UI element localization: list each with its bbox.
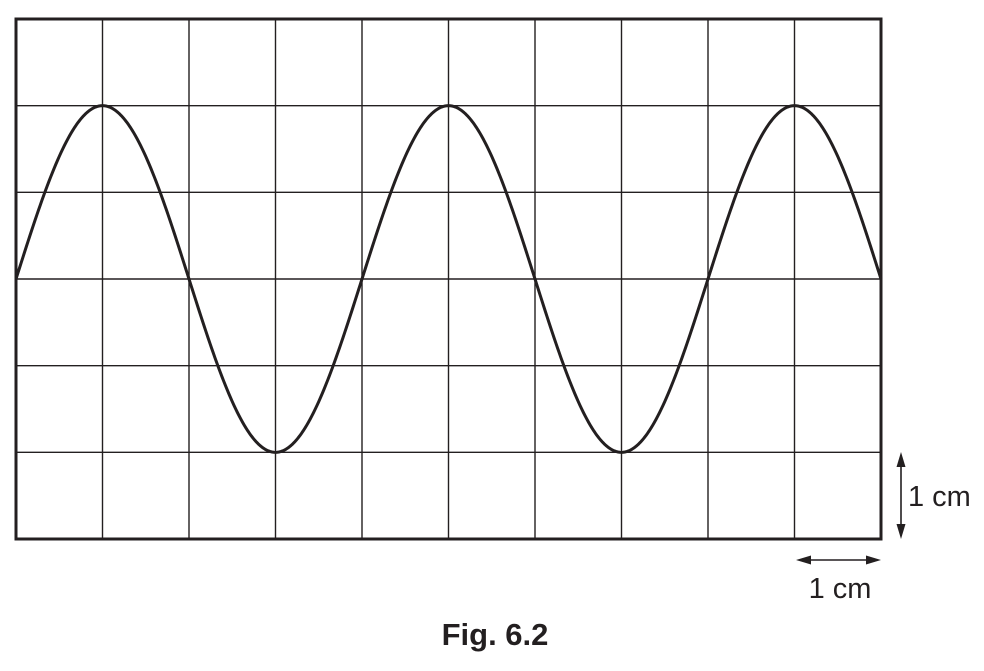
horizontal-scale-indicator: 1 cm <box>796 555 881 605</box>
grid-lines <box>16 19 881 539</box>
vertical-scale-arrow-down <box>896 524 906 539</box>
waveform-trace <box>14 104 883 454</box>
vertical-scale-label: 1 cm <box>908 481 971 513</box>
vertical-scale-arrow-up <box>896 452 906 467</box>
horizontal-scale-label: 1 cm <box>809 573 872 605</box>
horizontal-scale-arrow-left <box>796 555 811 565</box>
horizontal-scale-arrow-right <box>866 555 881 565</box>
figure-caption: Fig. 6.2 <box>442 617 549 652</box>
vertical-scale-indicator: 1 cm <box>896 452 971 539</box>
